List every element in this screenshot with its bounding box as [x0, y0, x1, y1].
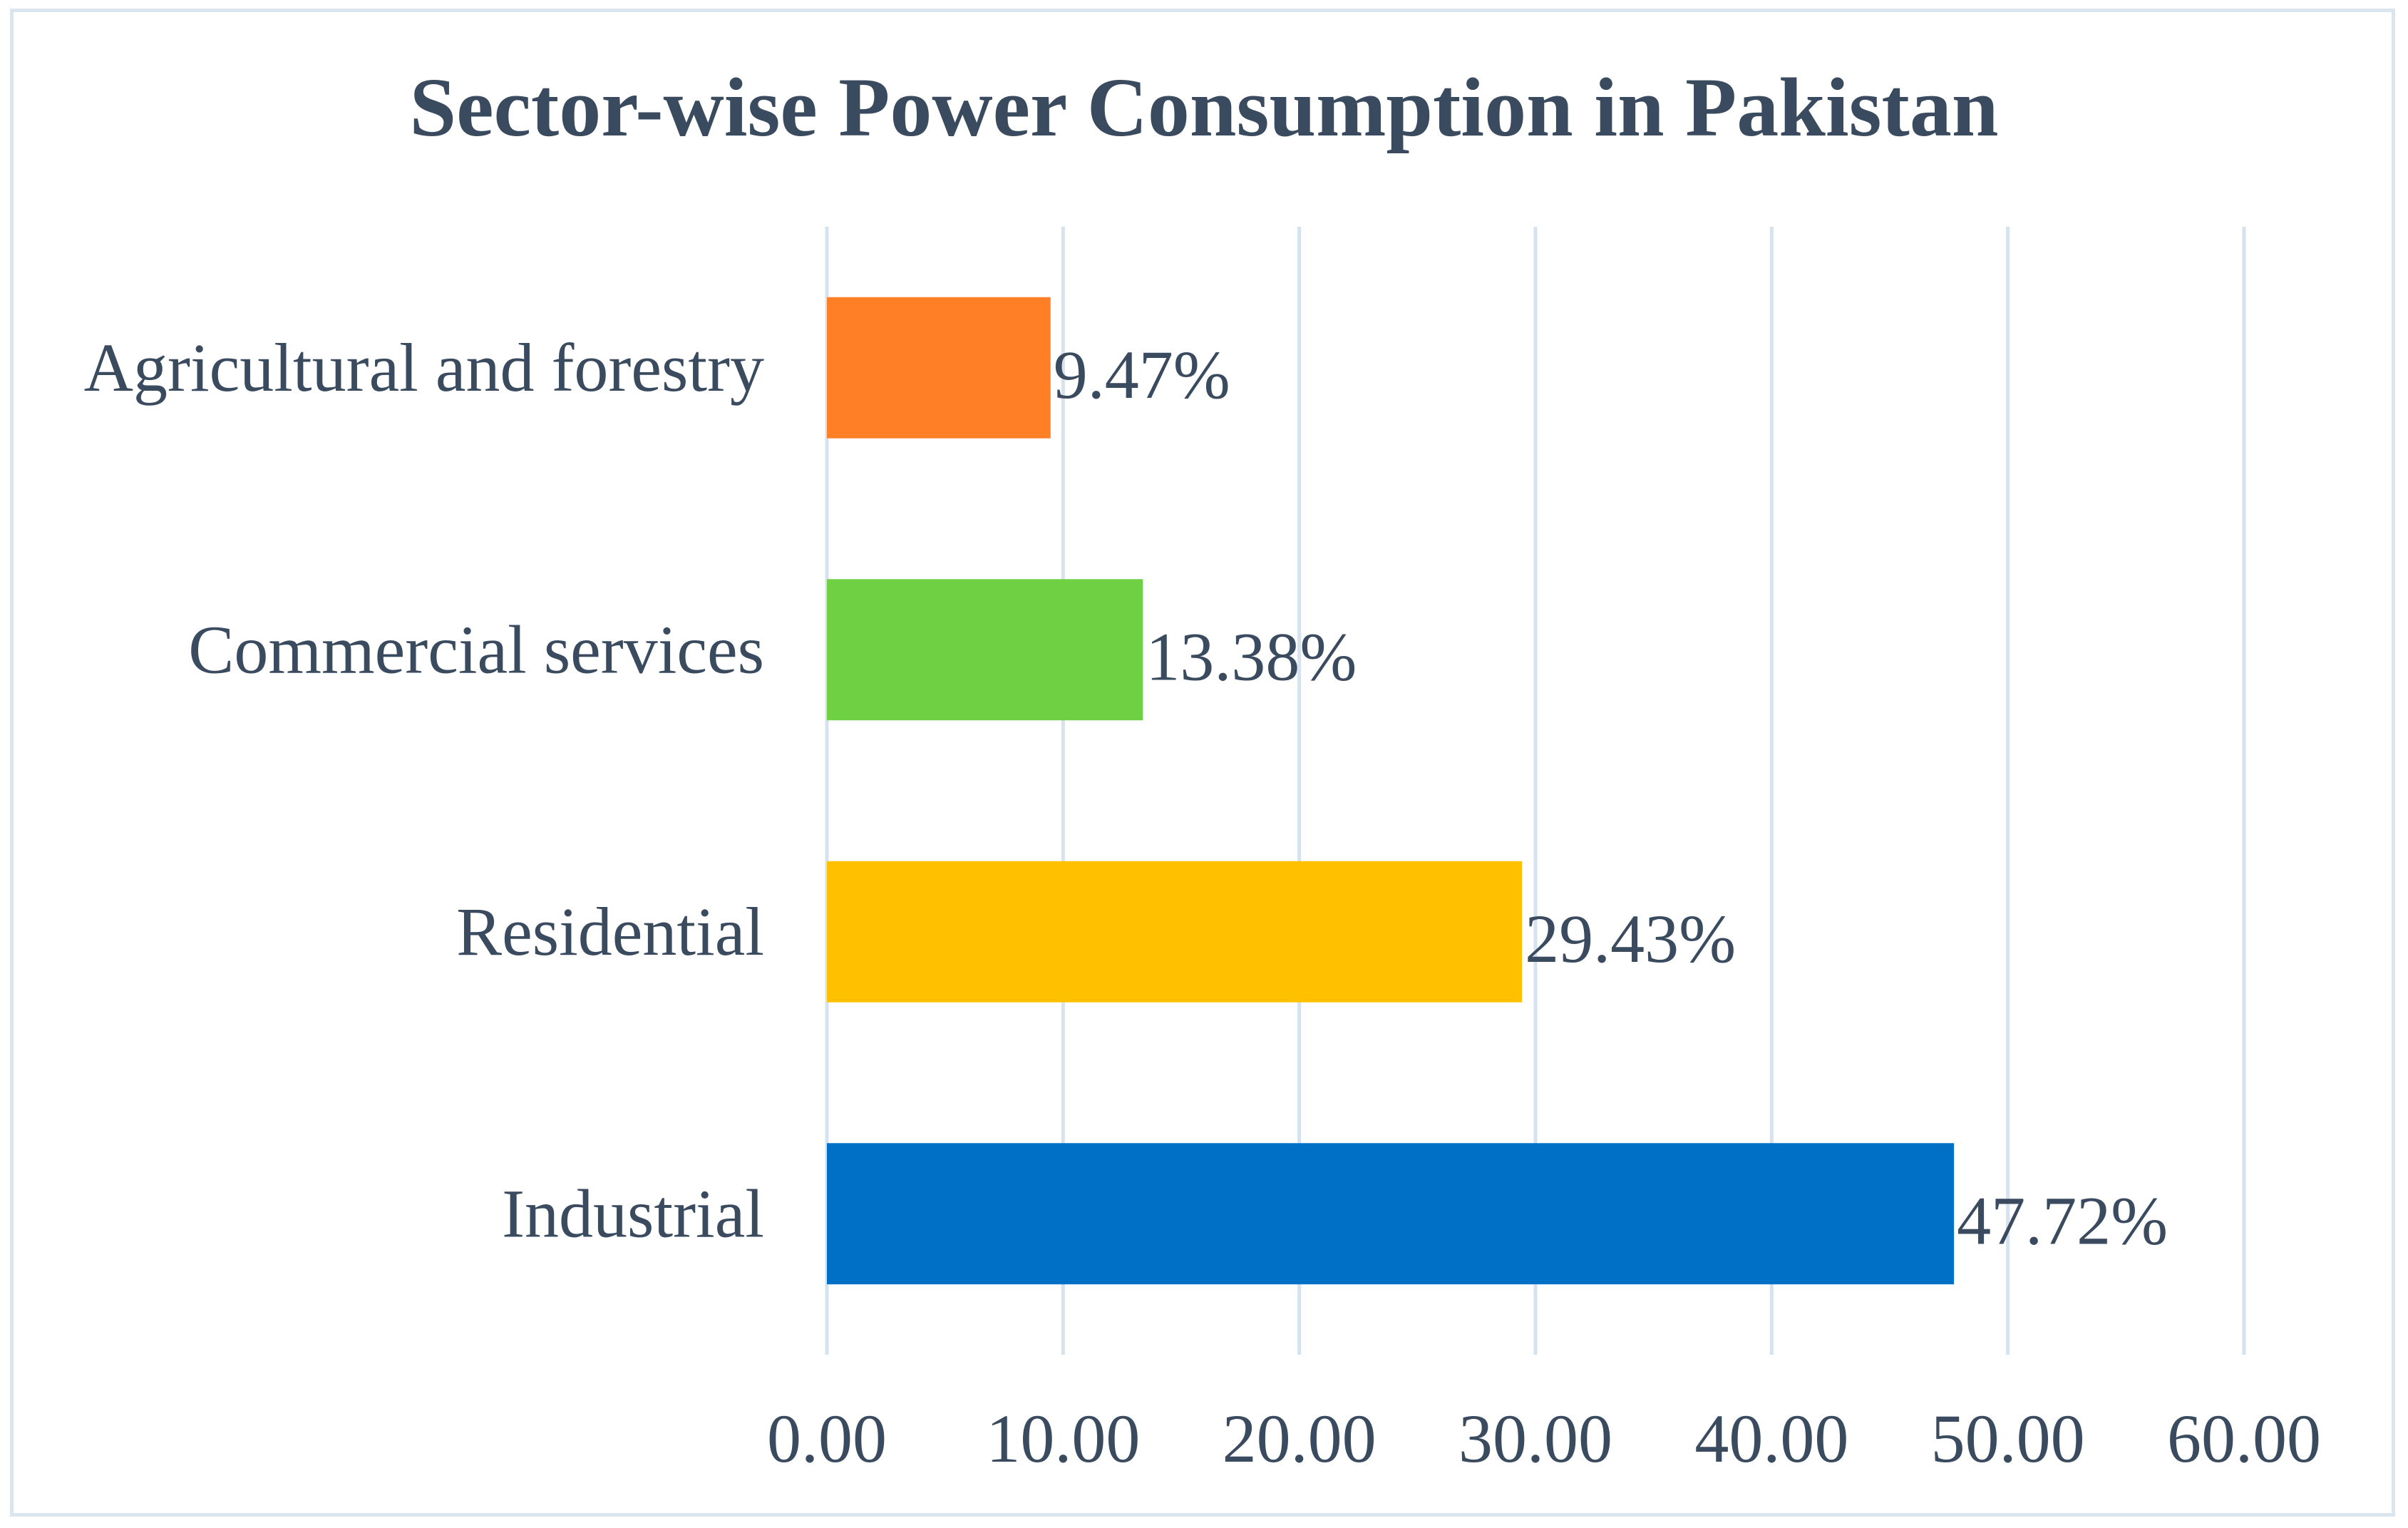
category-label-residential: Residential	[456, 893, 764, 970]
data-label-commercial-services: 13.38%	[1146, 618, 1357, 694]
x-tick-label: 60.00	[2167, 1400, 2321, 1477]
category-label-commercial-services: Commercial services	[188, 611, 764, 687]
data-labels: 47.72% 29.43% 13.38% 9.47%	[1054, 337, 2168, 1259]
chart-title: Sector-wise Power Consumption in Pakista…	[410, 61, 1999, 154]
data-label-industrial: 47.72%	[1957, 1182, 2168, 1258]
bar-agricultural-and-forestry	[827, 297, 1051, 439]
x-tick-label: 10.00	[986, 1400, 1140, 1477]
data-label-agricultural-and-forestry: 9.47%	[1054, 337, 1230, 413]
bars	[827, 297, 1955, 1285]
bar-residential	[827, 861, 1523, 1003]
bar-commercial-services	[827, 579, 1143, 721]
x-tick-label: 40.00	[1694, 1400, 1848, 1477]
category-labels: Industrial Residential Commercial services…	[84, 329, 764, 1252]
x-tick-label: 20.00	[1223, 1400, 1377, 1477]
x-axis-tick-labels: 0.00 10.00 20.00 30.00 40.00 50.00 60.00	[767, 1400, 2321, 1477]
x-tick-label: 50.00	[1931, 1400, 2085, 1477]
data-label-residential: 29.43%	[1525, 901, 1736, 977]
bar-industrial	[827, 1143, 1955, 1285]
category-label-industrial: Industrial	[502, 1175, 764, 1251]
category-label-agricultural-and-forestry: Agricultural and forestry	[84, 329, 764, 406]
x-tick-label: 0.00	[767, 1400, 887, 1477]
x-tick-label: 30.00	[1458, 1400, 1612, 1477]
